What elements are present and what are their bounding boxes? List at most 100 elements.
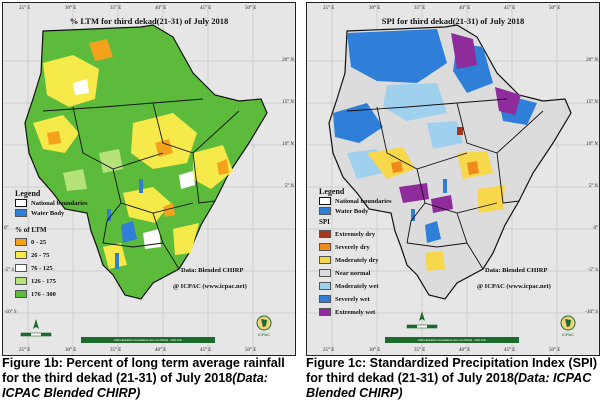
lat-tick: 20° N bbox=[282, 58, 294, 63]
legend-label: Extremely dry bbox=[335, 230, 376, 238]
legend-label: 176 - 300 bbox=[31, 290, 56, 298]
spi-map bbox=[307, 3, 599, 355]
legend-label: Moderately wet bbox=[335, 282, 379, 290]
map-legend: Legend National boundaries Water Body SP… bbox=[319, 187, 392, 317]
legend-row-class: 26 - 75 bbox=[15, 250, 88, 260]
icpac-logo: ICPAC bbox=[247, 315, 281, 343]
logo-icon bbox=[256, 315, 272, 331]
legend-row-class: 0 - 25 bbox=[15, 237, 88, 247]
legend-label: Water Body bbox=[335, 207, 369, 215]
legend-row-class: Severely dry bbox=[319, 242, 392, 252]
class-swatch bbox=[15, 277, 27, 285]
boundary-swatch bbox=[319, 197, 331, 205]
map-title: % LTM for third dekad(21-31) of July 201… bbox=[69, 16, 229, 26]
lat-tick: 10° N bbox=[586, 142, 598, 147]
lat-tick: 20° N bbox=[586, 58, 598, 63]
lon-tick: 45° E bbox=[504, 6, 516, 11]
legend-row-class: Moderately wet bbox=[319, 281, 392, 291]
legend-label: National boundaries bbox=[31, 199, 88, 207]
lon-tick: 40° E bbox=[459, 348, 471, 353]
legend-row-boundary: National boundaries bbox=[15, 198, 88, 208]
lon-tick: 25° E bbox=[323, 348, 335, 353]
legend-row-class: Moderately dry bbox=[319, 255, 392, 265]
credit-text: @ ICPAC (www.icpac.net) bbox=[173, 283, 247, 290]
legend-row-water: Water Body bbox=[15, 208, 88, 218]
lon-tick: 25° E bbox=[19, 6, 31, 11]
footer-strip: Administrative boundaries are not offici… bbox=[385, 337, 519, 343]
logo-text: ICPAC bbox=[562, 332, 574, 337]
lat-tick: 15° N bbox=[586, 100, 598, 105]
lon-tick: 50° E bbox=[549, 6, 561, 11]
lon-tick: 35° E bbox=[110, 348, 122, 353]
legend-row-boundary: National boundaries bbox=[319, 196, 392, 206]
ltm-map-panel: % LTM for third dekad(21-31) of July 201… bbox=[2, 2, 296, 356]
legend-row-class: 126 - 175 bbox=[15, 276, 88, 286]
logo-text: ICPAC bbox=[258, 332, 270, 337]
legend-row-class: 76 - 125 bbox=[15, 263, 88, 273]
lon-tick: 35° E bbox=[414, 348, 426, 353]
lon-tick: 35° E bbox=[110, 6, 122, 11]
map-title: SPI for third dekad(21-31) of July 2018 bbox=[381, 16, 525, 26]
legend-label: 0 - 25 bbox=[31, 238, 47, 246]
scale-bar-north-arrow bbox=[20, 319, 52, 337]
caption-source: (Data: ICPAC Blended CHIRP) bbox=[306, 371, 592, 400]
lat-tick: -10° S bbox=[4, 310, 17, 315]
class-swatch bbox=[319, 295, 331, 303]
legend-title: Legend bbox=[319, 187, 345, 196]
lat-tick: 15° N bbox=[282, 100, 294, 105]
logo-icon bbox=[560, 315, 576, 331]
caption-source: (Data: ICPAC Blended CHIRP) bbox=[2, 371, 268, 400]
legend-row-water: Water Body bbox=[319, 206, 392, 216]
lon-tick: 40° E bbox=[155, 348, 167, 353]
lat-tick: 0° bbox=[4, 226, 9, 231]
lat-tick: 5° N bbox=[588, 184, 598, 189]
class-swatch bbox=[319, 269, 331, 277]
legend-label: 126 - 175 bbox=[31, 277, 56, 285]
footer-strip: Administrative boundaries are not offici… bbox=[81, 337, 215, 343]
legend-label: Moderately dry bbox=[335, 256, 379, 264]
spi-map-panel: SPI for third dekad(21-31) of July 2018 … bbox=[306, 2, 600, 356]
credit-text: @ ICPAC (www.icpac.net) bbox=[477, 283, 551, 290]
legend-label: Severely dry bbox=[335, 243, 370, 251]
ltm-map bbox=[3, 3, 295, 355]
map-legend: Legend National boundaries Water Body % … bbox=[15, 189, 88, 299]
lon-tick: 30° E bbox=[369, 348, 381, 353]
legend-row-class: Extremely dry bbox=[319, 229, 392, 239]
icpac-logo: ICPAC bbox=[551, 315, 585, 343]
legend-row-class: 176 - 300 bbox=[15, 289, 88, 299]
lon-tick: 45° E bbox=[200, 348, 212, 353]
legend-row-class: Near normal bbox=[319, 268, 392, 278]
class-swatch bbox=[15, 251, 27, 259]
lon-tick: 50° E bbox=[549, 348, 561, 353]
lon-tick: 45° E bbox=[200, 6, 212, 11]
boundary-swatch bbox=[15, 199, 27, 207]
legend-row-class: Severely wet bbox=[319, 294, 392, 304]
lon-tick: 35° E bbox=[414, 6, 426, 11]
class-swatch bbox=[15, 264, 27, 272]
classes-title: SPI bbox=[319, 218, 330, 226]
class-swatch bbox=[319, 243, 331, 251]
lon-tick: 50° E bbox=[245, 6, 257, 11]
lon-tick: 45° E bbox=[504, 348, 516, 353]
caption-main: Figure 1b: Percent of long term average … bbox=[2, 356, 285, 385]
lon-tick: 30° E bbox=[65, 348, 77, 353]
caption-figure-1b: Figure 1b: Percent of long term average … bbox=[2, 356, 298, 401]
water-swatch bbox=[15, 209, 27, 217]
caption-figure-1c: Figure 1c: Standardized Precipitation In… bbox=[306, 356, 600, 401]
classes-title: % of LTM bbox=[15, 226, 47, 234]
lat-tick: -5° S bbox=[4, 268, 15, 273]
legend-label: 26 - 75 bbox=[31, 251, 50, 259]
legend-label: Near normal bbox=[335, 269, 371, 277]
class-swatch bbox=[319, 282, 331, 290]
legend-label: National boundaries bbox=[335, 197, 392, 205]
lat-tick: 10° N bbox=[282, 142, 294, 147]
legend-label: Water Body bbox=[31, 209, 65, 217]
lat-tick: -10° S bbox=[585, 310, 598, 315]
lon-tick: 30° E bbox=[65, 6, 77, 11]
legend-row-class: Extremely wet bbox=[319, 307, 392, 317]
class-swatch bbox=[319, 308, 331, 316]
lon-tick: 40° E bbox=[155, 6, 167, 11]
legend-label: 76 - 125 bbox=[31, 264, 53, 272]
class-swatch bbox=[15, 290, 27, 298]
class-swatch bbox=[319, 230, 331, 238]
